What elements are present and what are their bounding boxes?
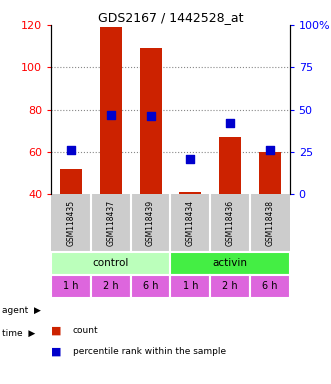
Point	[267, 147, 272, 153]
Bar	[60, 169, 82, 194]
Bar	[51, 275, 91, 298]
Bar	[91, 275, 131, 298]
Title: GDS2167 / 1442528_at: GDS2167 / 1442528_at	[98, 11, 243, 24]
Text: 1 h: 1 h	[183, 281, 198, 291]
Text: ■: ■	[51, 325, 62, 335]
Text: GSM118436: GSM118436	[225, 200, 235, 246]
Bar	[51, 252, 170, 275]
Text: activin: activin	[213, 258, 248, 268]
Point	[108, 112, 114, 118]
Text: agent  ▶: agent ▶	[2, 306, 40, 315]
Point	[227, 120, 233, 126]
Bar	[170, 275, 210, 298]
Bar	[179, 192, 201, 194]
Text: count: count	[73, 326, 98, 335]
Bar	[140, 48, 162, 194]
Bar	[250, 275, 290, 298]
Text: GSM118438: GSM118438	[265, 200, 274, 246]
Point	[148, 113, 153, 119]
Text: 6 h: 6 h	[143, 281, 158, 291]
Point	[188, 156, 193, 162]
Text: 1 h: 1 h	[64, 281, 79, 291]
Bar	[210, 275, 250, 298]
Text: time  ▶: time ▶	[2, 329, 35, 338]
Text: percentile rank within the sample: percentile rank within the sample	[73, 347, 226, 356]
Bar	[131, 275, 170, 298]
Text: 6 h: 6 h	[262, 281, 277, 291]
Text: 2 h: 2 h	[103, 281, 119, 291]
Text: control: control	[93, 258, 129, 268]
Text: 2 h: 2 h	[222, 281, 238, 291]
Text: GSM118435: GSM118435	[67, 200, 76, 246]
Text: GSM118437: GSM118437	[106, 200, 116, 246]
Text: ■: ■	[51, 346, 62, 356]
Bar	[219, 137, 241, 194]
Bar	[259, 152, 281, 194]
Bar	[100, 27, 122, 194]
Bar	[170, 252, 290, 275]
Text: GSM118439: GSM118439	[146, 200, 155, 246]
Text: GSM118434: GSM118434	[186, 200, 195, 246]
Point	[69, 147, 74, 153]
